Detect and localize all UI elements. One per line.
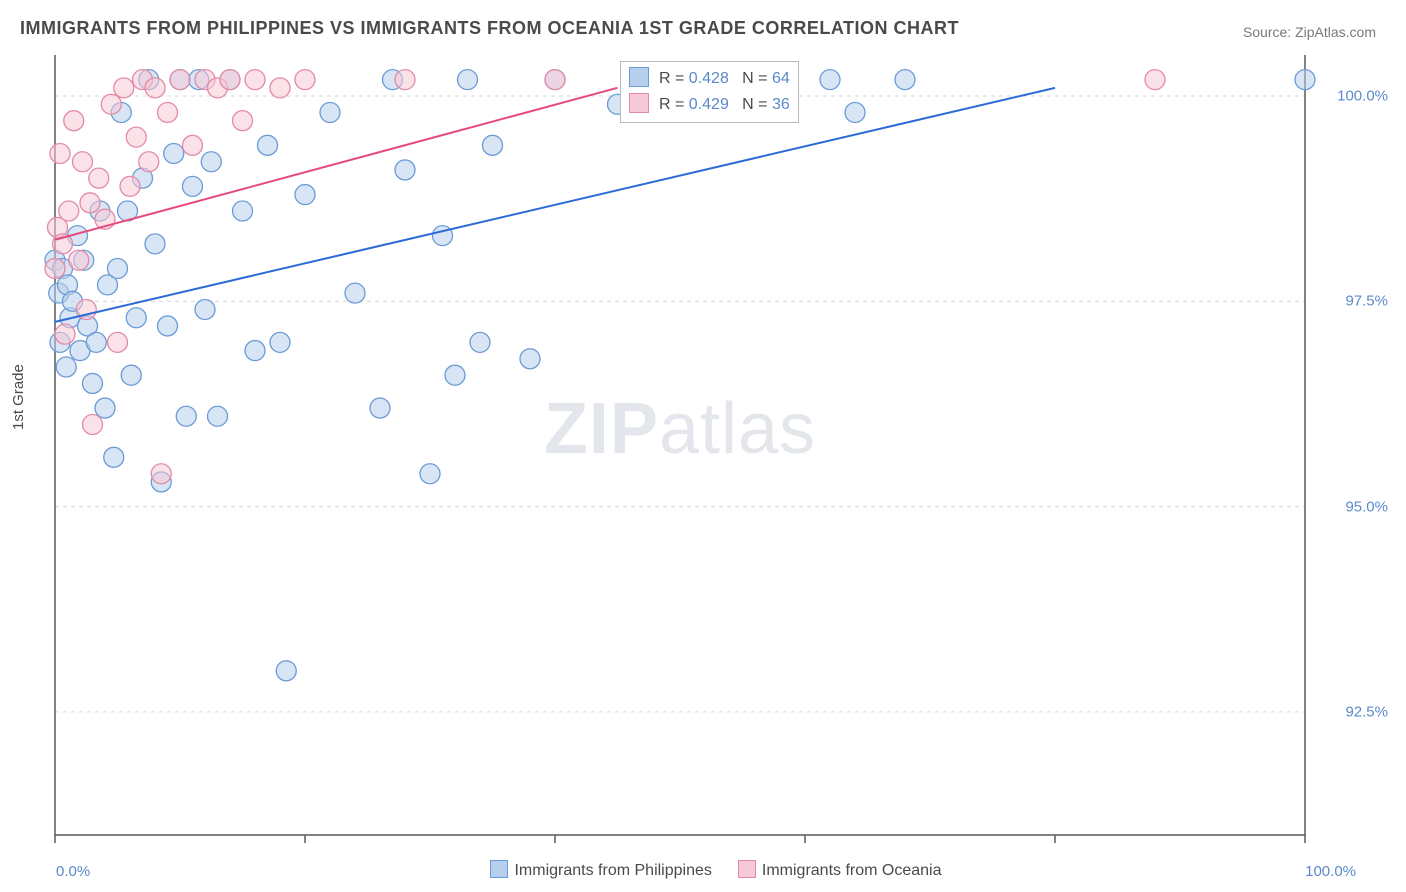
chart-plot-area: ZIPatlas R = 0.428 N = 64R = 0.429 N = 3… (55, 55, 1305, 835)
correlation-stats-box: R = 0.428 N = 64R = 0.429 N = 36 (620, 61, 799, 123)
chart-title: IMMIGRANTS FROM PHILIPPINES VS IMMIGRANT… (20, 18, 959, 39)
legend-label: Immigrants from Oceania (762, 862, 942, 879)
y-tick-label: 95.0% (1345, 498, 1388, 515)
source-attribution: Source: ZipAtlas.com (1243, 24, 1376, 40)
stats-row: R = 0.429 N = 36 (629, 92, 790, 118)
y-tick-label: 97.5% (1345, 293, 1388, 310)
y-tick-label: 100.0% (1337, 88, 1388, 105)
y-tick-label: 92.5% (1345, 703, 1388, 720)
legend: Immigrants from Philippines Immigrants fr… (0, 860, 1406, 880)
legend-label: Immigrants from Philippines (514, 862, 711, 879)
y-axis-label: 1st Grade (10, 364, 27, 430)
stats-row: R = 0.428 N = 64 (629, 66, 790, 92)
legend-swatch (738, 860, 756, 878)
legend-swatch (490, 860, 508, 878)
chart-svg (55, 55, 1305, 835)
